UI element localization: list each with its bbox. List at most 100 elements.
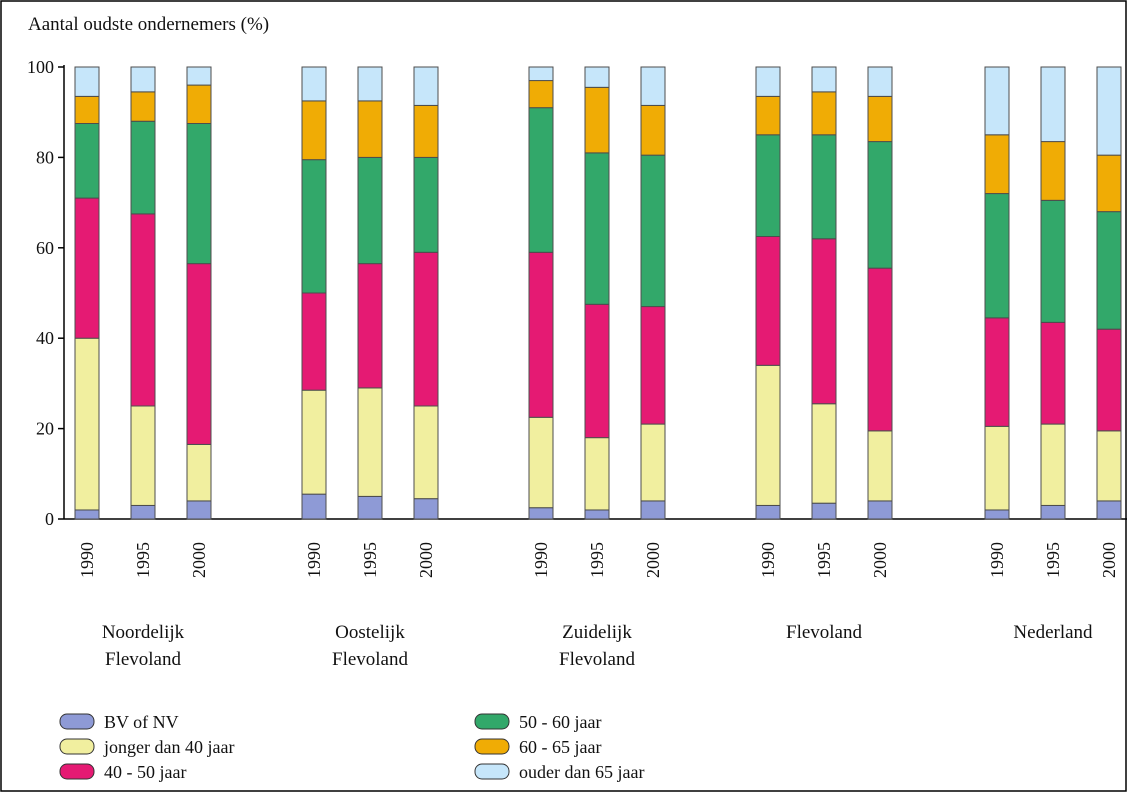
bar-segment bbox=[74, 123, 100, 199]
bar-segment bbox=[984, 509, 1010, 520]
bar-segment bbox=[640, 154, 666, 308]
bars bbox=[74, 66, 1122, 520]
bar-segment bbox=[186, 123, 212, 265]
bar-segment bbox=[867, 66, 893, 97]
bar-segment bbox=[755, 66, 781, 97]
bar-segment bbox=[755, 95, 781, 136]
bar-segment bbox=[186, 66, 212, 86]
bar-segment bbox=[1040, 423, 1066, 506]
bar-segment bbox=[413, 498, 439, 520]
bar-segment bbox=[130, 405, 156, 506]
x-tick-label: 1995 bbox=[360, 542, 380, 578]
legend-label: jonger dan 40 jaar bbox=[103, 737, 234, 757]
bar-segment bbox=[584, 66, 610, 88]
bar-segment bbox=[1040, 321, 1066, 425]
bar-segment bbox=[413, 156, 439, 253]
bar-segment bbox=[640, 104, 666, 156]
bar-segment bbox=[984, 134, 1010, 195]
x-tick-label: 2000 bbox=[870, 542, 890, 578]
group-label: Noordelijk bbox=[102, 622, 185, 643]
bar-segment bbox=[867, 95, 893, 143]
bar-segment bbox=[301, 100, 327, 161]
group-label: Flevoland bbox=[786, 622, 862, 643]
bar-segment bbox=[1040, 504, 1066, 520]
bar-segment bbox=[74, 95, 100, 124]
bar-segment bbox=[640, 500, 666, 520]
group-label: Oostelijk bbox=[335, 622, 405, 643]
bar-segment bbox=[984, 425, 1010, 511]
bar-segment bbox=[130, 91, 156, 122]
bar-segment bbox=[528, 416, 554, 509]
bar-segment bbox=[74, 66, 100, 97]
bar-segment bbox=[357, 495, 383, 520]
bar-segment bbox=[1040, 66, 1066, 143]
bar-segment bbox=[811, 91, 837, 136]
legend-swatch bbox=[59, 738, 95, 755]
bar-segment bbox=[640, 66, 666, 106]
bar-segment bbox=[811, 66, 837, 93]
bar-segment bbox=[130, 213, 156, 407]
group-label: Flevoland bbox=[559, 649, 635, 670]
bar-segment bbox=[413, 405, 439, 500]
x-tick-label: 1990 bbox=[987, 542, 1007, 578]
bar-segment bbox=[755, 504, 781, 520]
legend-swatch bbox=[474, 713, 510, 730]
bar-segment bbox=[301, 159, 327, 294]
y-tick-label: 20 bbox=[36, 419, 54, 439]
group-label: Flevoland bbox=[332, 649, 408, 670]
legend-swatch bbox=[59, 763, 95, 780]
x-tick-label: 1990 bbox=[758, 542, 778, 578]
y-tick-label: 40 bbox=[36, 328, 54, 348]
y-tick-label: 80 bbox=[36, 147, 54, 167]
bar-segment bbox=[584, 86, 610, 154]
bar-segment bbox=[528, 80, 554, 109]
legend-label: BV of NV bbox=[104, 712, 179, 732]
bar-segment bbox=[301, 292, 327, 391]
bar-segment bbox=[186, 263, 212, 445]
bar-segment bbox=[74, 197, 100, 339]
bar-segment bbox=[867, 500, 893, 520]
bar-segment bbox=[301, 66, 327, 102]
bar-segment bbox=[301, 493, 327, 520]
bar-segment bbox=[130, 120, 156, 215]
x-tick-label: 1995 bbox=[587, 542, 607, 578]
bar-segment bbox=[755, 134, 781, 237]
bar-segment bbox=[584, 509, 610, 520]
bar-segment bbox=[413, 104, 439, 158]
x-tick-label: 1990 bbox=[531, 542, 551, 578]
bar-segment bbox=[867, 267, 893, 432]
bar-segment bbox=[130, 66, 156, 93]
bar-segment bbox=[584, 152, 610, 305]
bar-segment bbox=[811, 134, 837, 240]
bar-segment bbox=[1040, 199, 1066, 323]
bar-segment bbox=[413, 251, 439, 407]
bar-segment bbox=[357, 387, 383, 497]
legend-swatch bbox=[474, 763, 510, 780]
bar-segment bbox=[1096, 66, 1122, 156]
bar-segment bbox=[186, 443, 212, 502]
bar-segment bbox=[640, 306, 666, 425]
bar-segment bbox=[1096, 328, 1122, 432]
legend-label: 40 - 50 jaar bbox=[104, 762, 186, 782]
bar-segment bbox=[1096, 154, 1122, 213]
bar-segment bbox=[186, 500, 212, 520]
bar-segment bbox=[984, 317, 1010, 427]
bar-segment bbox=[811, 502, 837, 520]
bar-segment bbox=[301, 389, 327, 495]
bar-segment bbox=[357, 263, 383, 389]
bar-segment bbox=[1096, 500, 1122, 520]
bar-segment bbox=[528, 107, 554, 253]
bar-segment bbox=[1096, 211, 1122, 330]
group-label: Zuidelijk bbox=[562, 622, 632, 643]
bar-segment bbox=[74, 509, 100, 520]
bar-segment bbox=[1040, 141, 1066, 201]
bar-segment bbox=[357, 156, 383, 265]
y-tick-label: 100 bbox=[27, 57, 54, 77]
x-tick-label: 1995 bbox=[133, 542, 153, 578]
group-label: Flevoland bbox=[105, 649, 181, 670]
y-tick-label: 60 bbox=[36, 238, 54, 258]
x-tick-label: 2000 bbox=[643, 542, 663, 578]
